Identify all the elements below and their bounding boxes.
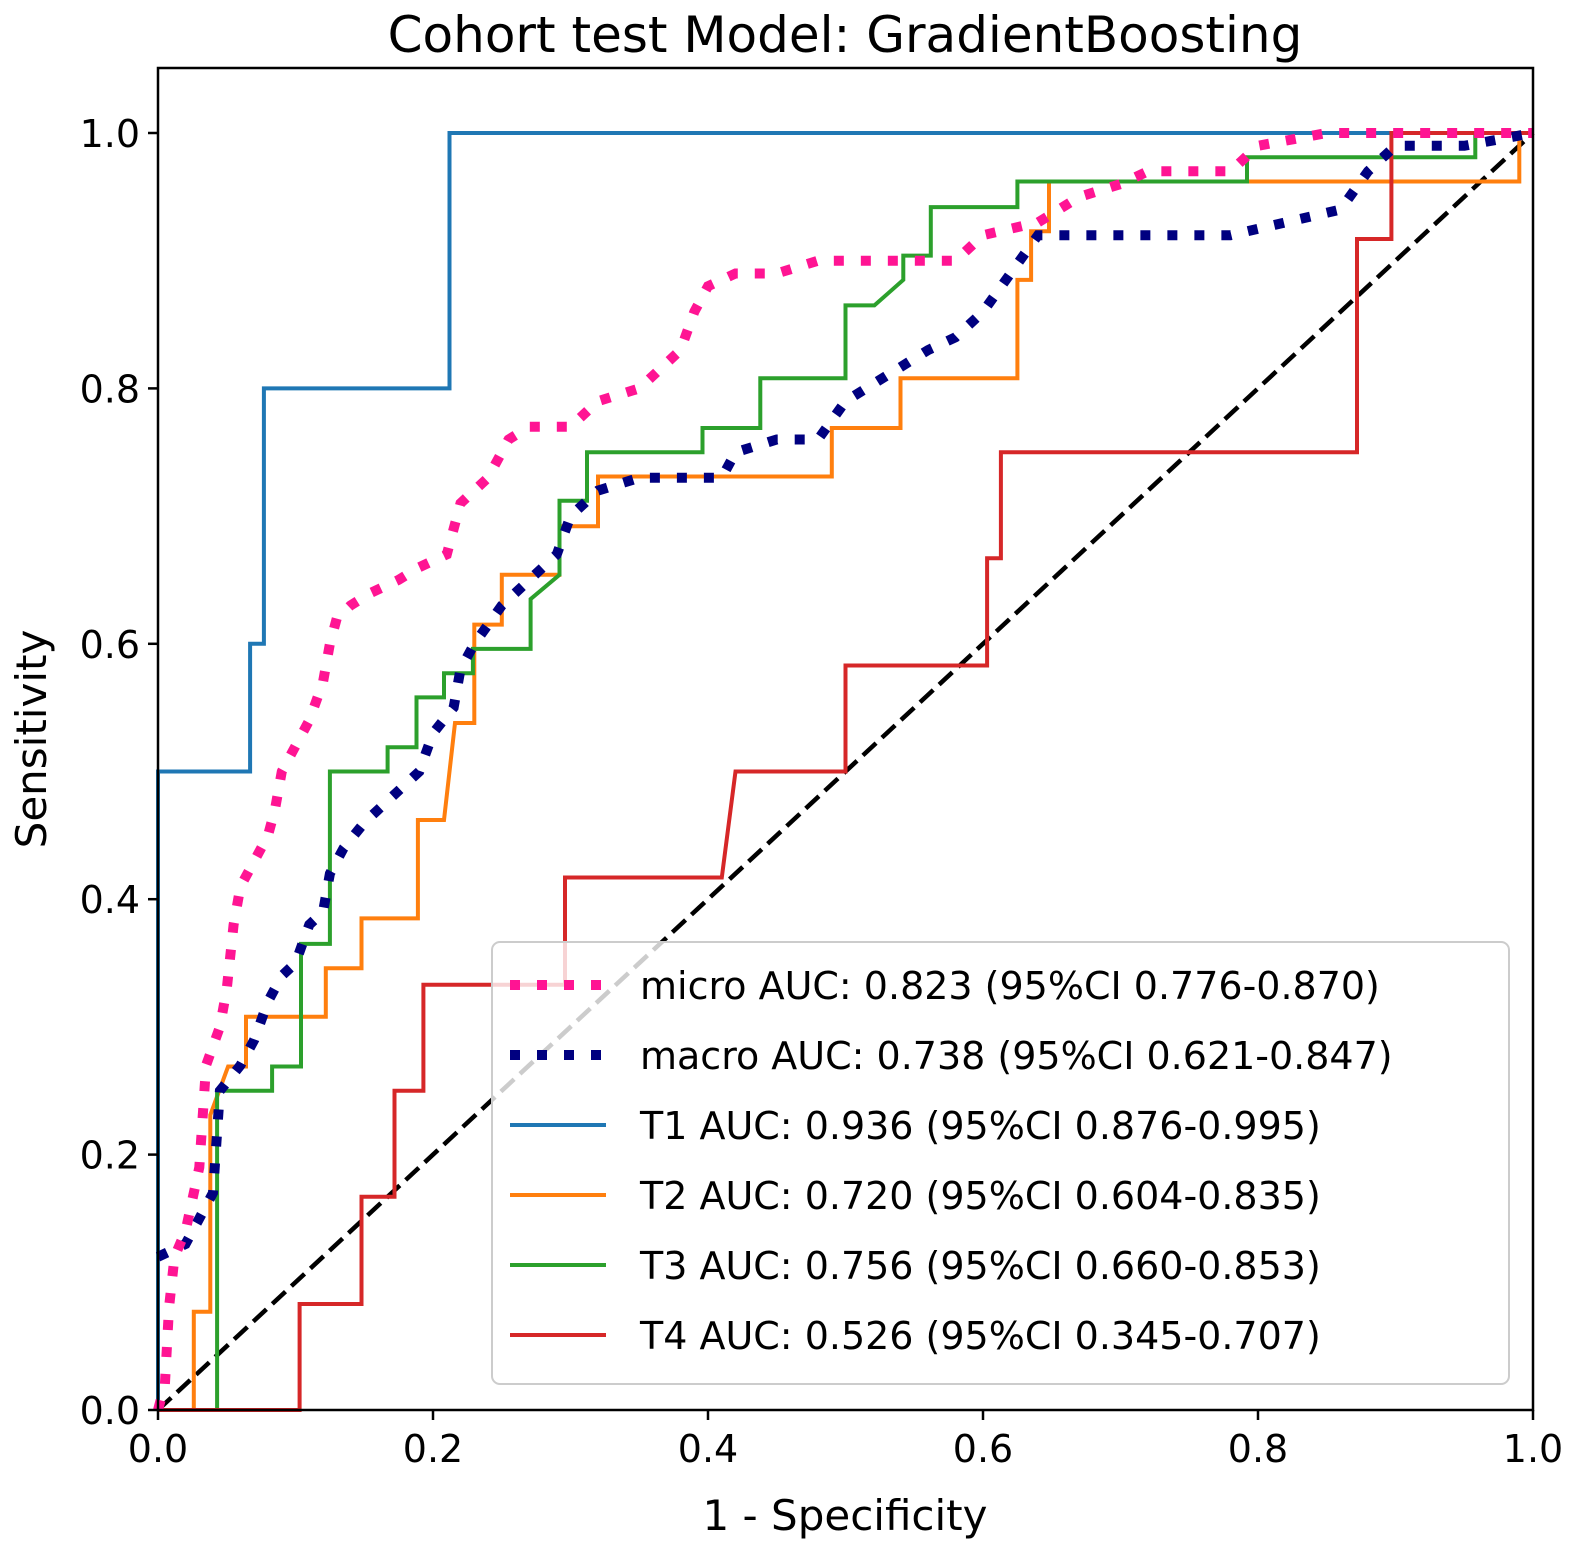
- series-line-micro: [153, 128, 1533, 1412]
- y-tick-label: 0.6: [80, 623, 140, 667]
- legend-box: [491, 941, 1510, 1385]
- plot-lines: [153, 128, 1535, 1412]
- y-tick-label: 1.0: [80, 112, 140, 156]
- series-line-T3: [215, 131, 1533, 1410]
- y-tick-label: 0.0: [80, 1389, 140, 1433]
- series-line-T2: [158, 131, 1533, 1412]
- x-tick-label: 0.8: [1228, 1427, 1288, 1471]
- series-line-T1: [156, 131, 1533, 1410]
- legend-label-T1: T1 AUC: 0.936 (95%CI 0.876-0.995): [639, 1104, 1321, 1148]
- legend-label-micro: micro AUC: 0.823 (95%CI 0.776-0.870): [640, 964, 1380, 1008]
- series-line-macro: [155, 128, 1534, 1262]
- legend: micro AUC: 0.823 (95%CI 0.776-0.870) macr…: [491, 941, 1510, 1385]
- x-tick-label: 0.4: [678, 1427, 738, 1471]
- x-axis-label: 1 - Specificity: [702, 1491, 987, 1540]
- y-tick-label: 0.8: [80, 367, 140, 411]
- x-tick-label: 1.0: [1503, 1427, 1563, 1471]
- y-axis: 0.0 0.2 0.4 0.6 0.8 1.0: [80, 112, 158, 1433]
- y-tick-label: 0.4: [80, 878, 140, 922]
- x-tick-label: 0.6: [953, 1427, 1013, 1471]
- legend-label-T2: T2 AUC: 0.720 (95%CI 0.604-0.835): [639, 1174, 1321, 1218]
- x-tick-label: 0.0: [128, 1427, 188, 1471]
- chart-title: Cohort test Model: GradientBoosting: [388, 6, 1303, 64]
- plot-frame: [156, 66, 1535, 1412]
- x-axis: 0.0 0.2 0.4 0.6 0.8 1.0: [128, 1410, 1563, 1471]
- y-tick-label: 0.2: [80, 1134, 140, 1178]
- legend-label-macro: macro AUC: 0.738 (95%CI 0.621-0.847): [640, 1034, 1393, 1078]
- x-tick-label: 0.2: [403, 1427, 463, 1471]
- y-axis-label: Sensitivity: [7, 630, 56, 849]
- series-line-T4: [158, 131, 1533, 1412]
- legend-label-T3: T3 AUC: 0.756 (95%CI 0.660-0.853): [639, 1244, 1321, 1288]
- legend-label-T4: T4 AUC: 0.526 (95%CI 0.345-0.707): [639, 1314, 1321, 1358]
